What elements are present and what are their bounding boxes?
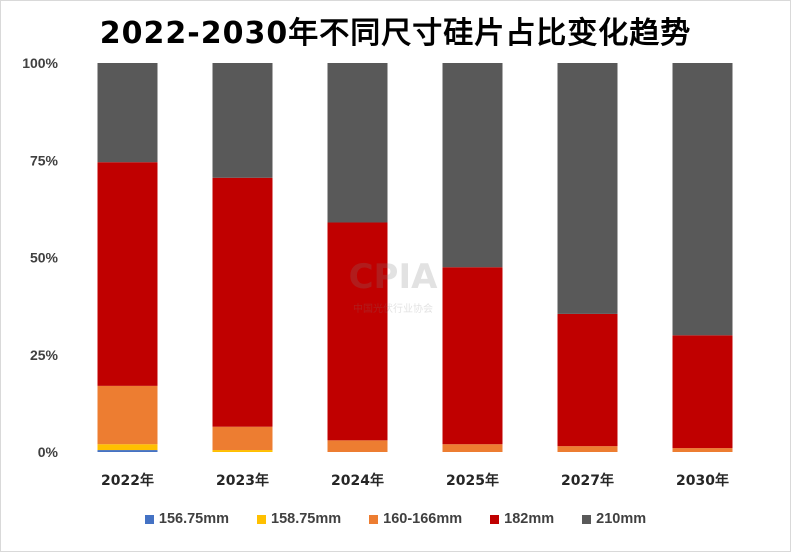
x-tick-label: 2030年 xyxy=(676,472,729,489)
legend-swatch xyxy=(144,514,154,524)
x-tick-label: 2022年 xyxy=(101,472,154,489)
bar-segment xyxy=(97,444,158,451)
bar-segment xyxy=(212,63,273,178)
legend-item: 156.75mm xyxy=(144,511,230,527)
legend-item: 160-166mm xyxy=(369,511,462,527)
y-tick-label: 25% xyxy=(30,347,59,363)
y-tick-label: 100% xyxy=(22,55,58,71)
bar-segment xyxy=(212,450,273,452)
y-tick-label: 75% xyxy=(30,152,59,168)
x-tick-label: 2024年 xyxy=(331,472,384,489)
legend-swatch xyxy=(369,514,379,524)
legend-swatch xyxy=(582,514,592,524)
y-tick-label: 0% xyxy=(38,444,59,460)
legend-label: 158.75mm xyxy=(271,511,342,527)
x-tick-label: 2023年 xyxy=(216,472,269,489)
legend-swatch xyxy=(257,514,267,524)
bar-segment xyxy=(97,385,158,445)
bar-segment xyxy=(442,63,503,268)
bar-segment xyxy=(97,450,158,452)
legend-label: 182mm xyxy=(504,511,555,527)
legend-label: 210mm xyxy=(596,511,647,527)
bar-segment xyxy=(557,63,618,314)
bar-segment xyxy=(327,440,388,452)
bar-segment xyxy=(442,444,503,452)
legend-label: 160-166mm xyxy=(383,511,463,527)
x-tick-label: 2025年 xyxy=(446,472,499,489)
bar-segment xyxy=(212,177,273,427)
chart-title: 2022-2030年不同尺寸硅片占比变化趋势 xyxy=(99,16,692,51)
bar-segment xyxy=(327,63,388,223)
x-tick-label: 2027年 xyxy=(561,472,614,489)
legend-label: 156.75mm xyxy=(158,511,230,527)
legend-item: 210mm xyxy=(582,511,646,527)
bar-segment xyxy=(672,335,733,449)
bar-segment xyxy=(212,426,273,451)
bar-segment xyxy=(97,162,158,386)
bar-segment xyxy=(327,222,388,441)
bar-segment xyxy=(557,313,618,447)
legend-item: 182mm xyxy=(490,511,554,527)
y-tick-label: 50% xyxy=(30,250,59,266)
bar-segment xyxy=(672,448,733,452)
chart-legend: 156.75mm 158.75mm 160-166mm 182mm 210mm xyxy=(0,511,791,527)
bar-segment xyxy=(442,267,503,445)
bar-segment xyxy=(97,63,158,163)
bar-segment xyxy=(672,63,733,336)
bar-segment xyxy=(557,446,618,452)
legend-swatch xyxy=(490,514,500,524)
legend-item: 158.75mm xyxy=(257,511,341,527)
